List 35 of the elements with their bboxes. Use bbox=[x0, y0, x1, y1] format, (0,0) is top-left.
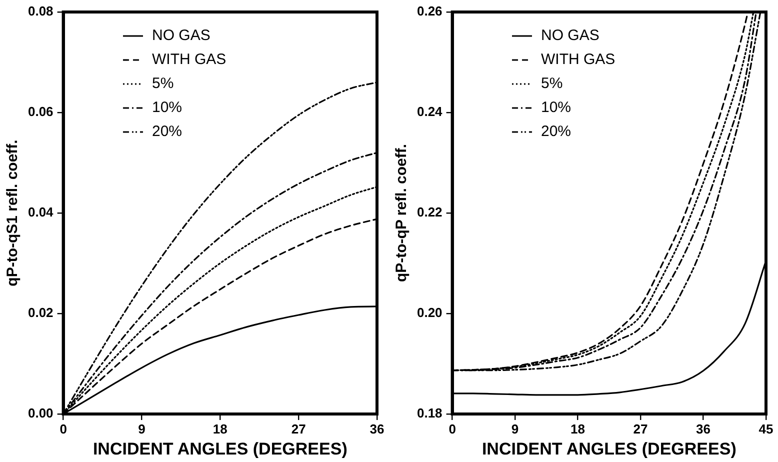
x-tick-label: 18 bbox=[212, 421, 228, 436]
legend-label: 5% bbox=[541, 74, 563, 94]
y-tick-label: 0.02 bbox=[28, 305, 54, 320]
y-tick-label: 0.04 bbox=[28, 204, 54, 220]
y-tick-label: 0.26 bbox=[416, 4, 442, 19]
legend-label: NO GAS bbox=[152, 26, 210, 46]
x-tick-label: 36 bbox=[696, 421, 710, 436]
y-tick-label: 0.08 bbox=[28, 4, 54, 19]
x-tick-label: 27 bbox=[291, 421, 306, 436]
legend-label: 20% bbox=[541, 122, 572, 142]
legend-label: 20% bbox=[152, 122, 182, 142]
y-tick-label: 0.06 bbox=[28, 104, 54, 120]
x-axis-title: INCIDENT ANGLES (DEGREES) bbox=[92, 439, 348, 458]
legend-label: 5% bbox=[152, 74, 174, 94]
y-tick-label: 0.00 bbox=[28, 406, 54, 421]
legend-label: 10% bbox=[152, 98, 182, 118]
legend-label: 10% bbox=[541, 98, 572, 118]
x-tick-label: 9 bbox=[511, 421, 519, 436]
x-tick-label: 0 bbox=[60, 421, 67, 436]
legend-label: NO GAS bbox=[541, 26, 600, 46]
y-tick-label: 0.18 bbox=[416, 406, 442, 421]
y-tick-label: 0.20 bbox=[416, 305, 442, 320]
x-tick-label: 27 bbox=[633, 421, 648, 436]
x-tick-label: 0 bbox=[448, 421, 456, 436]
y-axis-title: qP-to-qP refl. coeff. bbox=[393, 144, 410, 282]
x-axis-title: INCIDENT ANGLES (DEGREES) bbox=[482, 439, 736, 458]
legend-label: WITH GAS bbox=[152, 50, 226, 70]
y-tick-label: 0.22 bbox=[416, 204, 442, 220]
x-tick-label: 9 bbox=[138, 421, 146, 436]
y-tick-label: 0.24 bbox=[416, 104, 444, 120]
x-tick-label: 45 bbox=[758, 421, 774, 436]
x-tick-label: 36 bbox=[370, 421, 384, 436]
x-tick-label: 18 bbox=[570, 421, 586, 436]
y-axis-title: qP-to-qS1 refl. coeff. bbox=[4, 140, 22, 286]
legend-label: WITH GAS bbox=[541, 50, 616, 70]
